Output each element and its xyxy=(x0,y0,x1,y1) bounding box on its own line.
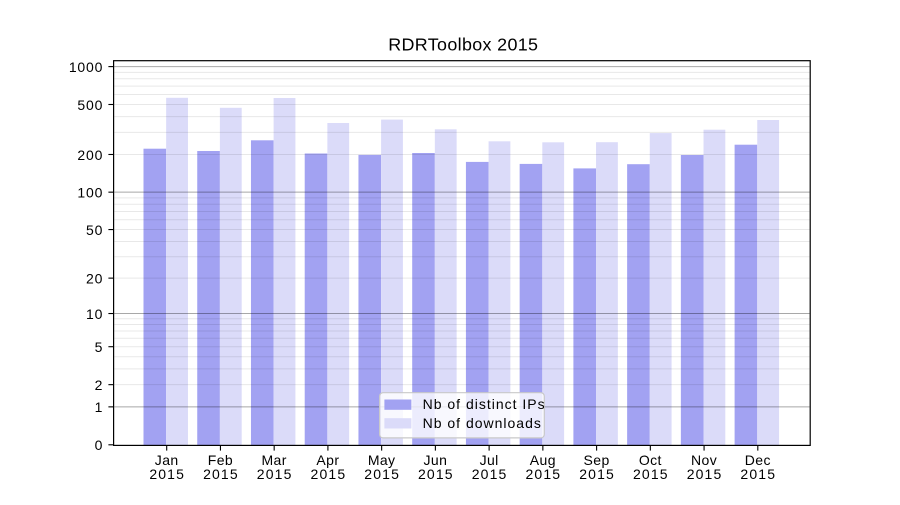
svg-text:2: 2 xyxy=(95,377,104,393)
svg-text:Nb of downloads: Nb of downloads xyxy=(423,415,542,431)
svg-text:100: 100 xyxy=(77,184,103,200)
svg-text:Nov: Nov xyxy=(691,452,717,468)
svg-text:2015: 2015 xyxy=(203,466,239,482)
svg-text:50: 50 xyxy=(86,222,103,238)
svg-text:500: 500 xyxy=(77,97,103,113)
svg-text:Nb of distinct IPs: Nb of distinct IPs xyxy=(423,396,546,412)
svg-text:Aug: Aug xyxy=(530,452,556,468)
svg-text:2015: 2015 xyxy=(740,466,776,482)
svg-text:2015: 2015 xyxy=(633,466,669,482)
svg-text:2015: 2015 xyxy=(579,466,615,482)
svg-text:Dec: Dec xyxy=(745,452,771,468)
svg-text:1: 1 xyxy=(95,399,104,415)
svg-text:Jul: Jul xyxy=(480,452,499,468)
svg-text:20: 20 xyxy=(86,270,103,286)
svg-text:2015: 2015 xyxy=(687,466,723,482)
svg-text:Jun: Jun xyxy=(423,452,447,468)
svg-text:2015: 2015 xyxy=(257,466,293,482)
svg-text:10: 10 xyxy=(86,306,103,322)
svg-text:Feb: Feb xyxy=(208,452,233,468)
svg-text:RDRToolbox 2015: RDRToolbox 2015 xyxy=(388,35,538,55)
svg-text:Oct: Oct xyxy=(639,452,662,468)
svg-text:2015: 2015 xyxy=(525,466,561,482)
svg-text:1000: 1000 xyxy=(69,59,103,75)
svg-text:Mar: Mar xyxy=(262,452,287,468)
svg-text:Sep: Sep xyxy=(584,452,610,468)
svg-text:May: May xyxy=(368,452,396,468)
svg-text:2015: 2015 xyxy=(364,466,400,482)
svg-text:2015: 2015 xyxy=(311,466,347,482)
svg-text:2015: 2015 xyxy=(418,466,454,482)
svg-text:2015: 2015 xyxy=(149,466,185,482)
svg-text:5: 5 xyxy=(95,339,104,355)
svg-text:200: 200 xyxy=(77,147,103,163)
svg-text:Apr: Apr xyxy=(316,452,339,468)
svg-text:Jan: Jan xyxy=(155,452,179,468)
svg-text:0: 0 xyxy=(95,437,104,453)
svg-text:2015: 2015 xyxy=(472,466,508,482)
